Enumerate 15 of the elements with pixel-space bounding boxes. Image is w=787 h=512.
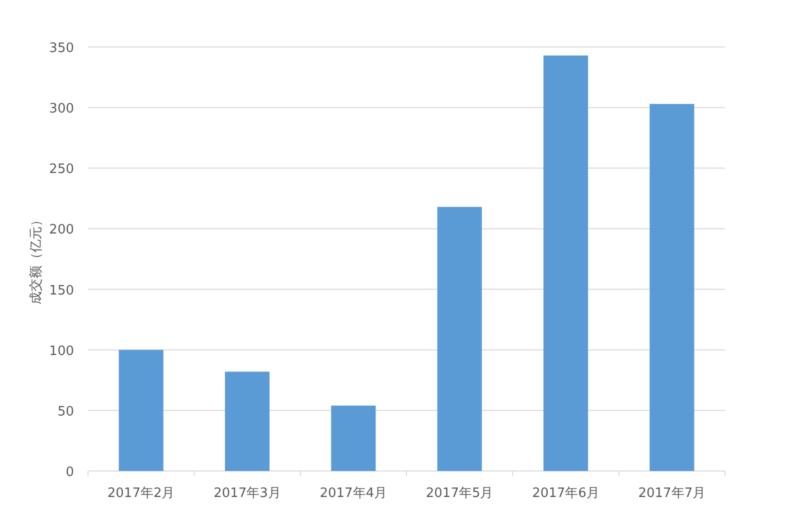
x-tick-label: 2017年3月: [214, 486, 281, 501]
y-tick-label: 200: [49, 222, 74, 238]
y-tick-label: 300: [49, 102, 74, 117]
x-tick-label: 2017年5月: [426, 486, 494, 501]
y-tick-label: 250: [49, 162, 74, 178]
y-tick-label: 100: [49, 344, 74, 359]
y-tick-label: 150: [49, 283, 74, 298]
x-tick-label: 2017年7月: [638, 486, 706, 501]
x-tick-label: 2017年4月: [320, 486, 388, 501]
y-tick-label: 50: [57, 404, 74, 420]
y-tick-label: 350: [49, 41, 74, 56]
y-tick-label: 0: [66, 465, 74, 480]
x-tick-label: 2017年6月: [532, 486, 600, 501]
ylabel: 成交额（亿元）: [29, 214, 44, 304]
x-tick-label: 2017年2月: [107, 486, 175, 501]
